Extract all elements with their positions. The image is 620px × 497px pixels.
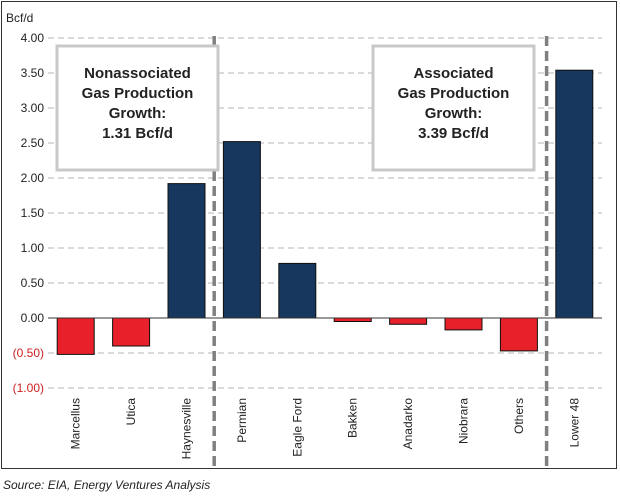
x-category-label: Utica [124,398,138,426]
y-tick-label: 3.00 [21,101,45,115]
y-tick-label: 4.00 [21,31,45,45]
annotation-text: Nonassociated [84,65,191,82]
annotation-box [371,44,536,172]
bar-bakken [333,317,372,322]
y-tick-label: 0.50 [21,276,45,290]
bar-marcellus [56,317,95,355]
annotation-text: Gas Production [398,85,510,102]
annotation-text: Growth: [425,105,483,122]
chart-frame [1,1,617,469]
annotation-text: Growth: [109,105,167,122]
bar-haynesville [167,183,206,319]
x-category-label: Haynesville [180,398,194,460]
y-tick-label: 1.50 [21,206,45,220]
x-category-label: Anadarko [401,398,415,450]
annotation-text: 3.39 Bcf/d [418,125,489,142]
x-category-label: Bakken [346,398,360,438]
y-tick-label: 2.50 [21,136,45,150]
y-tick-label: 0.00 [21,311,45,325]
y-tick-label: (1.00) [13,381,44,395]
y-tick-label: 1.00 [21,241,45,255]
x-category-label: Niobrara [457,398,471,444]
bar-utica [112,317,151,347]
annotation-text: 1.31 Bcf/d [102,125,173,142]
bar-chart: Bcf/d 4.00 3.50 3.00 2.50 2.00 1.50 1.00 0.50 0.0… [6,11,602,466]
x-category-label: Permian [235,398,249,443]
source-note: Source: EIA, Energy Ventures Analysis [3,478,211,492]
annotation-text: Associated [413,65,493,82]
x-category-label: Lower 48 [567,398,581,448]
bar-lower-48 [555,69,594,319]
x-category-label: Eagle Ford [290,398,304,457]
y-axis-unit-label: Bcf/d [6,11,33,25]
bar-permian [222,141,261,319]
bar-niobrara [444,317,483,331]
x-category-label: Others [512,398,526,434]
y-tick-label: 2.00 [21,171,45,185]
annotation-text: Gas Production [82,85,194,102]
bar-anadarko [389,317,428,325]
y-tick-label: (0.50) [13,346,44,360]
y-tick-label: 3.50 [21,66,45,80]
annotation-box [55,44,220,172]
bar-eagle-ford [278,262,317,319]
x-category-label: Marcellus [69,398,83,449]
bar-others [499,317,538,352]
